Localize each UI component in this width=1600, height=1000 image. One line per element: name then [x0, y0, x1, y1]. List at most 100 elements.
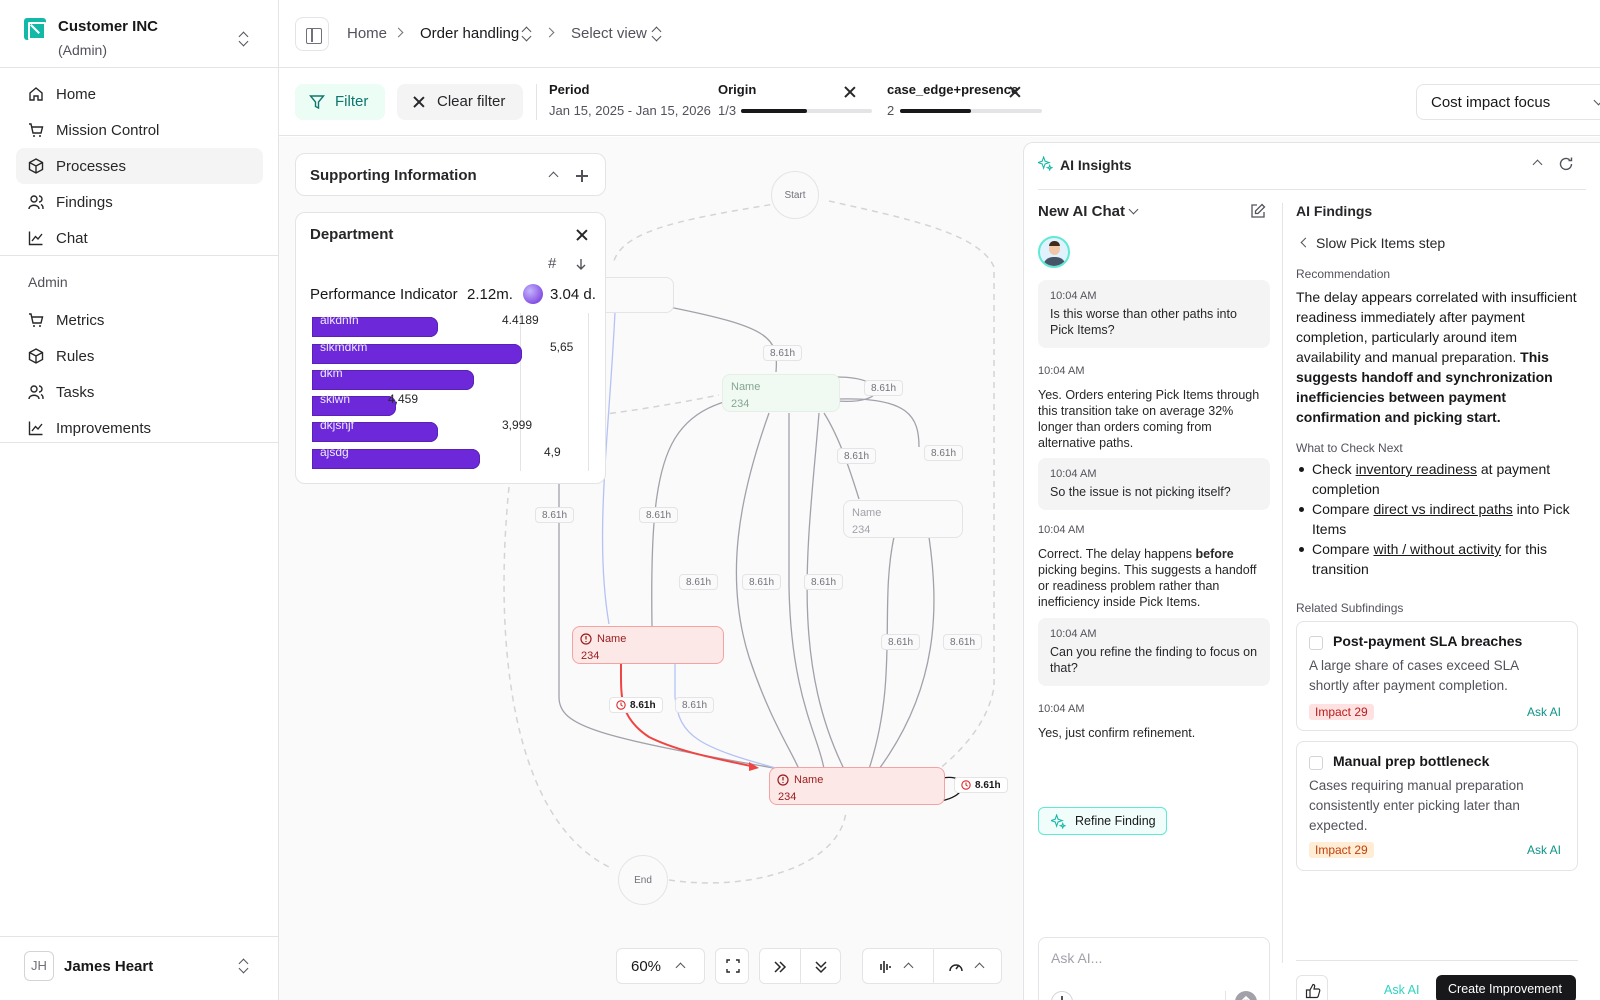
user-name: James Heart — [64, 958, 154, 975]
edge-duration-label: 8.61h — [675, 697, 715, 713]
check-text: Check — [1312, 461, 1356, 477]
chevron-updown-icon — [237, 957, 251, 975]
graph-controls[interactable] — [862, 948, 1002, 984]
sidebar-item-improvements[interactable]: Improvements — [16, 410, 263, 446]
close-icon — [413, 96, 425, 108]
check-link[interactable]: direct vs indirect paths — [1373, 501, 1513, 517]
chevrons-right-icon[interactable] — [773, 960, 787, 974]
bar[interactable]: slkmdkm — [312, 340, 522, 364]
back-chevron-icon[interactable] — [1300, 237, 1311, 248]
sidebar-item-home[interactable]: Home — [16, 76, 263, 112]
chevron-down-icon — [1593, 95, 1600, 106]
send-button[interactable] — [1235, 991, 1257, 1000]
user-menu[interactable]: JH James Heart — [24, 951, 256, 985]
breadcrumb-home[interactable]: Home — [347, 25, 388, 42]
chevron-down-icon[interactable] — [1128, 204, 1139, 215]
chat-title[interactable]: New AI Chat — [1038, 203, 1125, 220]
breadcrumb-view-select[interactable]: Select view — [571, 25, 647, 42]
sidebar-item-label: Mission Control — [56, 122, 160, 139]
breadcrumb-section[interactable]: Order handling — [420, 25, 520, 42]
check-link[interactable]: with / without activity — [1373, 541, 1502, 557]
recommendation-text: The delay appears correlated with insuff… — [1296, 287, 1578, 427]
bar[interactable]: alkdnfn — [312, 313, 438, 337]
layout-controls[interactable] — [759, 948, 841, 984]
process-node[interactable]: Name 234 — [843, 500, 963, 538]
process-node-empty[interactable] — [599, 277, 674, 313]
create-improvement-button[interactable]: Create Improvement — [1436, 975, 1576, 1000]
sidebar-toggle-button[interactable] — [295, 17, 329, 51]
supporting-info-card[interactable]: Supporting Information — [295, 153, 606, 196]
ask-ai-link[interactable]: Ask AI — [1526, 843, 1561, 857]
sparkle-icon — [1038, 156, 1053, 171]
ask-ai-input[interactable] — [1051, 950, 1251, 966]
assistant-avatar — [1038, 236, 1070, 268]
hash-icon[interactable]: # — [548, 255, 557, 272]
sidebar-item-processes[interactable]: Processes — [16, 148, 263, 184]
filter-case[interactable]: case_edge+presence 2 — [887, 82, 1018, 118]
fit-view-button[interactable] — [715, 948, 749, 984]
remove-origin-filter-icon[interactable] — [844, 86, 856, 98]
box-icon — [28, 348, 44, 364]
thumbs-up-button[interactable] — [1296, 975, 1328, 1000]
subfinding-card[interactable]: Manual prep bottleneck Cases requiring m… — [1296, 741, 1578, 871]
zoom-level: 60% — [631, 958, 662, 975]
refresh-icon[interactable] — [1558, 156, 1574, 172]
ai-message: 10:04 AM Yes. Orders entering Pick Items… — [1038, 365, 1270, 451]
chevrons-down-icon[interactable] — [814, 960, 828, 974]
sort-down-icon[interactable] — [575, 258, 587, 270]
subfinding-checkbox[interactable] — [1309, 636, 1323, 650]
sidebar-item-findings[interactable]: Findings — [16, 184, 263, 220]
filter-origin[interactable]: Origin 1/3 — [718, 82, 864, 118]
edge-path — [838, 398, 920, 448]
subfinding-card[interactable]: Post-payment SLA breaches A large share … — [1296, 621, 1578, 731]
progress-fill — [900, 109, 971, 113]
sidebar-item-rules[interactable]: Rules — [16, 338, 263, 374]
bar[interactable]: sklwn — [312, 392, 396, 416]
sidebar-item-label: Findings — [56, 194, 113, 211]
divider — [1038, 189, 1586, 190]
start-node[interactable]: Start — [771, 171, 819, 219]
waveform-icon[interactable] — [877, 960, 893, 974]
edge-path — [668, 306, 778, 373]
process-node-alert[interactable]: Name 234 — [769, 767, 945, 805]
chevron-up-icon[interactable] — [548, 171, 559, 182]
bar[interactable]: ajsdg — [312, 445, 480, 469]
focus-select-value: Cost impact focus — [1431, 94, 1551, 111]
org-switcher[interactable]: Customer INC (Admin) — [24, 16, 256, 62]
bar-value: 4,9 — [544, 445, 561, 459]
node-name: Name — [731, 381, 761, 393]
end-node[interactable]: End — [618, 855, 668, 905]
gauge-icon[interactable] — [948, 959, 964, 975]
node-value: 234 — [581, 650, 600, 662]
edit-icon[interactable] — [1250, 203, 1266, 219]
ask-ai-link[interactable]: Ask AI — [1526, 705, 1561, 719]
ask-ai-button[interactable]: Ask AI — [1384, 983, 1420, 997]
filter-period[interactable]: Period Jan 15, 2025 - Jan 15, 2026 — [549, 82, 711, 118]
chevron-right-icon — [544, 27, 555, 38]
process-node-alert[interactable]: Name 234 — [572, 626, 724, 664]
org-name: Customer INC — [58, 18, 159, 35]
finding-name[interactable]: Slow Pick Items step — [1316, 235, 1446, 251]
zoom-control[interactable]: 60% — [616, 948, 705, 984]
sidebar-item-chat[interactable]: Chat — [16, 220, 263, 256]
collapse-icon[interactable] — [1532, 159, 1543, 170]
filter-button[interactable]: Filter — [295, 84, 385, 120]
process-node[interactable]: Name 234 — [722, 374, 840, 412]
recommendation-emphasis: This suggests handoff and synchronizatio… — [1296, 349, 1553, 425]
sidebar-item-tasks[interactable]: Tasks — [16, 374, 263, 410]
remove-case-filter-icon[interactable] — [1009, 86, 1021, 98]
divider — [0, 67, 279, 68]
bar[interactable]: dkm — [312, 366, 474, 390]
clear-filter-button[interactable]: Clear filter — [397, 84, 523, 120]
focus-select[interactable]: Cost impact focus — [1416, 84, 1600, 120]
sidebar-item-metrics[interactable]: Metrics — [16, 302, 263, 338]
sidebar-item-mission-control[interactable]: Mission Control — [16, 112, 263, 148]
attach-button[interactable] — [1051, 991, 1073, 1000]
check-link[interactable]: inventory readiness — [1355, 461, 1477, 477]
refine-finding-button[interactable]: Refine Finding — [1038, 807, 1167, 835]
add-icon[interactable] — [576, 170, 588, 182]
close-icon[interactable] — [576, 229, 588, 241]
bar[interactable]: dkjsnjf — [312, 418, 438, 442]
subfinding-checkbox[interactable] — [1309, 756, 1323, 770]
chevron-updown-icon — [520, 25, 534, 43]
